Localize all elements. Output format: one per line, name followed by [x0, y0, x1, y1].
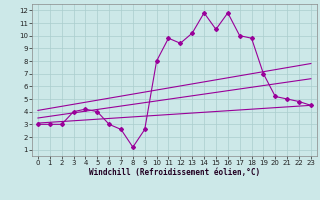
X-axis label: Windchill (Refroidissement éolien,°C): Windchill (Refroidissement éolien,°C): [89, 168, 260, 177]
